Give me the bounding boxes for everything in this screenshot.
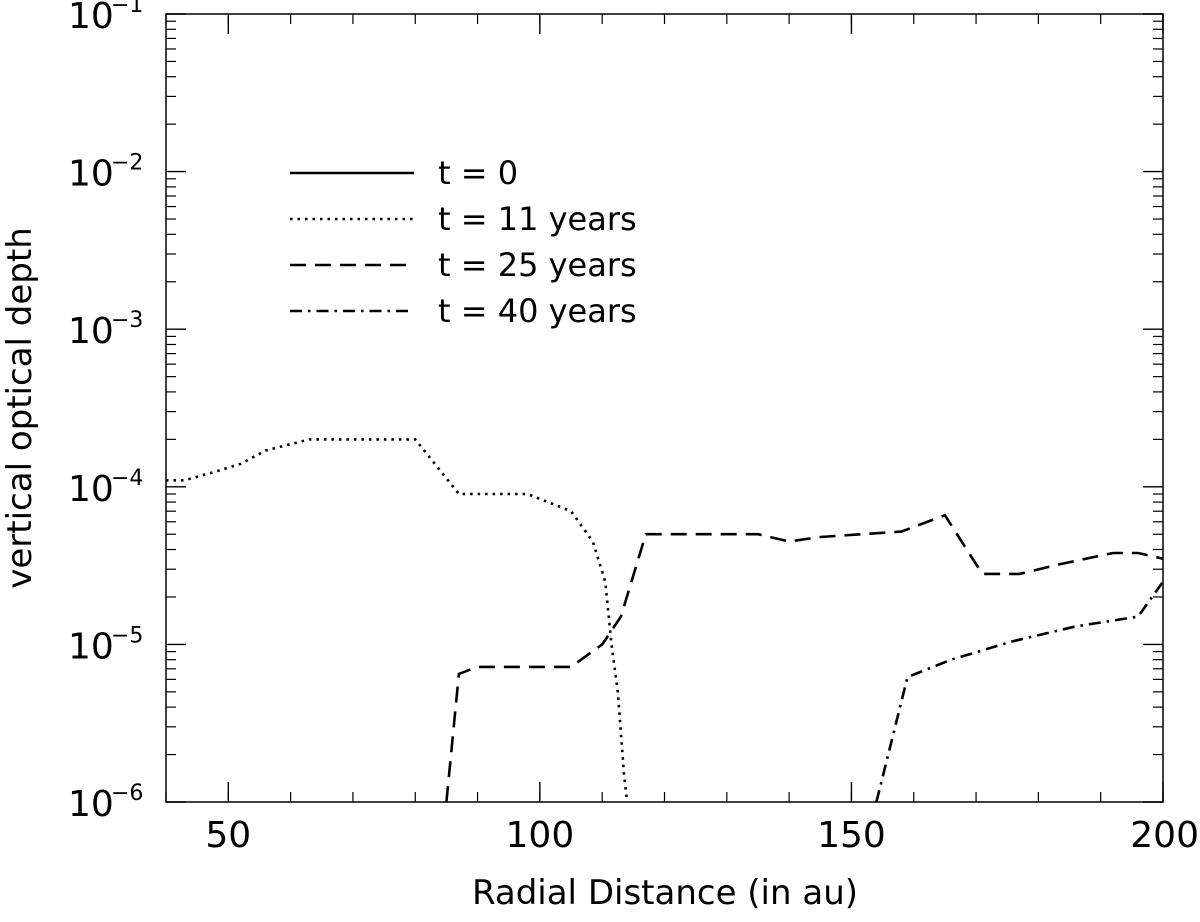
legend: t = 0 t = 11 years t = 25 years t = 40 year… xyxy=(290,154,637,330)
y-tick-base: 10 xyxy=(68,0,114,37)
y-axis-title: vertical optical depth xyxy=(0,227,40,588)
y-tick-exponent: −5 xyxy=(111,623,143,648)
y-tick-exponent: −3 xyxy=(111,308,143,333)
y-tick-label: 10−6 xyxy=(68,781,143,825)
y-tick-exponent: −4 xyxy=(111,466,143,491)
y-tick-exponent: −2 xyxy=(111,151,143,176)
series-line-dotted xyxy=(166,438,629,802)
x-tick-label: 200 xyxy=(1130,815,1199,856)
y-tick-label: 10−2 xyxy=(68,151,143,195)
series-line-dashed xyxy=(445,513,1163,802)
x-tick-label: 150 xyxy=(817,815,886,856)
legend-item: t = 40 years xyxy=(290,292,637,330)
legend-label: t = 0 xyxy=(438,154,518,192)
legend-item: t = 11 years xyxy=(290,200,637,238)
legend-label: t = 11 years xyxy=(438,200,637,238)
y-tick-base: 10 xyxy=(68,626,114,667)
legend-item: t = 25 years xyxy=(290,246,637,284)
y-tick-base: 10 xyxy=(68,469,114,510)
x-tick-labels: 50 100 150 200 xyxy=(205,815,1199,856)
legend-label: t = 25 years xyxy=(438,246,637,284)
plot-frame xyxy=(165,13,1164,803)
y-tick-label: 10−3 xyxy=(68,308,143,352)
x-axis-title: Radial Distance (in au) xyxy=(472,873,858,913)
y-tick-base: 10 xyxy=(68,784,114,825)
y-tick-labels: 10−610−510−410−310−210−1 xyxy=(68,0,143,825)
y-tick-label: 10−5 xyxy=(68,623,143,667)
x-tick-label: 50 xyxy=(205,815,251,856)
y-tick-base: 10 xyxy=(68,154,114,195)
y-tick-base: 10 xyxy=(68,311,114,352)
legend-item: t = 0 xyxy=(290,154,518,192)
series-layer xyxy=(166,438,1163,802)
legend-label: t = 40 years xyxy=(438,292,637,330)
y-tick-label: 10−1 xyxy=(68,0,143,37)
y-tick-exponent: −6 xyxy=(111,781,143,806)
y-tick-exponent: −1 xyxy=(111,0,143,18)
x-tick-label: 100 xyxy=(506,815,575,856)
y-tick-label: 10−4 xyxy=(68,466,143,510)
series-line-dashdot xyxy=(875,580,1163,802)
